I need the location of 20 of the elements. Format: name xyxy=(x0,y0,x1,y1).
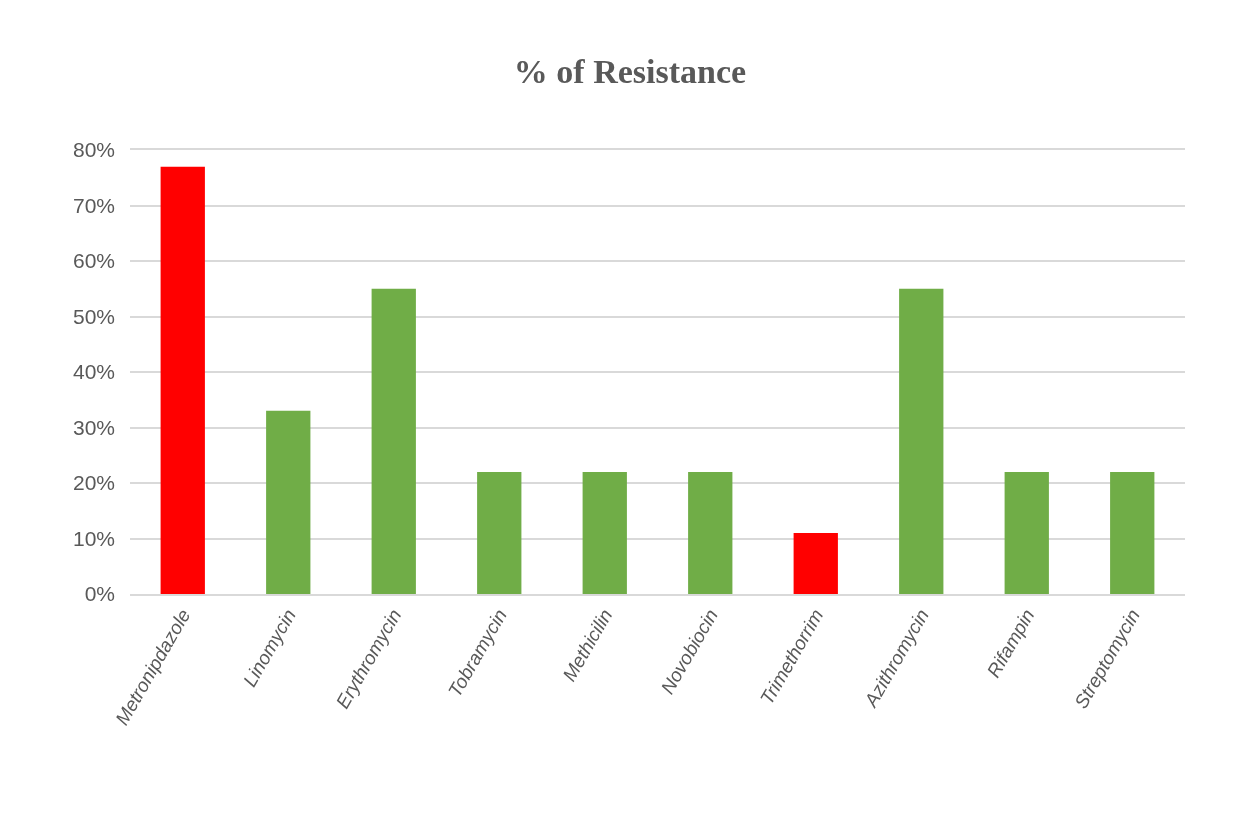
y-tick-label: 0% xyxy=(84,582,115,606)
bar xyxy=(582,471,627,594)
chart-title: % of Resistance xyxy=(513,52,747,90)
bar xyxy=(688,471,733,594)
y-tick-label: 30% xyxy=(72,415,115,439)
bar xyxy=(160,166,205,594)
bar xyxy=(371,288,416,594)
bar xyxy=(793,532,838,594)
bar xyxy=(899,288,944,594)
bar xyxy=(477,471,522,594)
y-tick-label: 50% xyxy=(72,304,115,328)
bar xyxy=(1110,471,1155,594)
y-tick-label: 70% xyxy=(72,193,115,217)
y-tick-label: 20% xyxy=(72,471,115,495)
y-tick-label: 10% xyxy=(72,526,115,550)
y-tick-label: 40% xyxy=(72,360,115,384)
y-tick-label: 80% xyxy=(72,138,115,162)
bar xyxy=(1004,471,1049,594)
bar xyxy=(266,410,311,594)
y-tick-label: 60% xyxy=(72,249,115,273)
